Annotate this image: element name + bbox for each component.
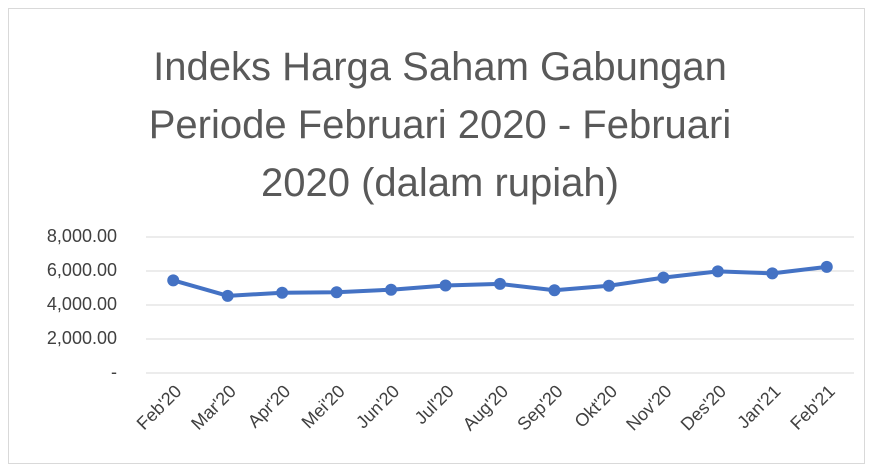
x-tick-label: Nov'20 xyxy=(622,381,675,434)
x-tick-label: Jun'20 xyxy=(352,381,403,432)
marker xyxy=(330,286,343,299)
x-tick-label: Aug'20 xyxy=(459,381,512,434)
marker xyxy=(494,277,506,290)
y-tick-label: 6,000.00 xyxy=(47,260,117,280)
x-tick-label: Des'20 xyxy=(677,381,730,434)
x-tick-label: Jan'21 xyxy=(733,381,784,432)
marker xyxy=(167,274,180,287)
x-tick-label: Jul'20 xyxy=(411,381,458,428)
marker xyxy=(276,286,289,299)
marker xyxy=(820,260,833,273)
x-tick-label: Mar'20 xyxy=(187,381,240,434)
marker xyxy=(711,265,724,278)
marker xyxy=(766,267,779,280)
x-tick-label: Apr'20 xyxy=(244,381,295,432)
y-tick-label: 2,000.00 xyxy=(47,328,117,348)
y-tick-label: - xyxy=(111,362,117,382)
x-tick-label: Feb'20 xyxy=(133,381,186,434)
y-tick-label: 4,000.00 xyxy=(47,294,117,314)
chart-title: Indeks Harga Saham Gabungan Periode Febr… xyxy=(148,45,732,205)
x-tick-label: Feb'21 xyxy=(786,381,839,434)
x-tick-label: Mei'20 xyxy=(298,381,349,432)
y-tick-label: 8,000.00 xyxy=(47,226,117,246)
x-tick-label: Okt'20 xyxy=(571,381,622,432)
x-tick-label: Sep'20 xyxy=(513,381,566,434)
marker xyxy=(548,284,561,297)
marker xyxy=(385,283,398,296)
marker xyxy=(602,279,615,292)
marker xyxy=(439,279,452,292)
chart-border xyxy=(8,8,865,464)
marker xyxy=(221,289,234,302)
marker xyxy=(657,271,670,284)
